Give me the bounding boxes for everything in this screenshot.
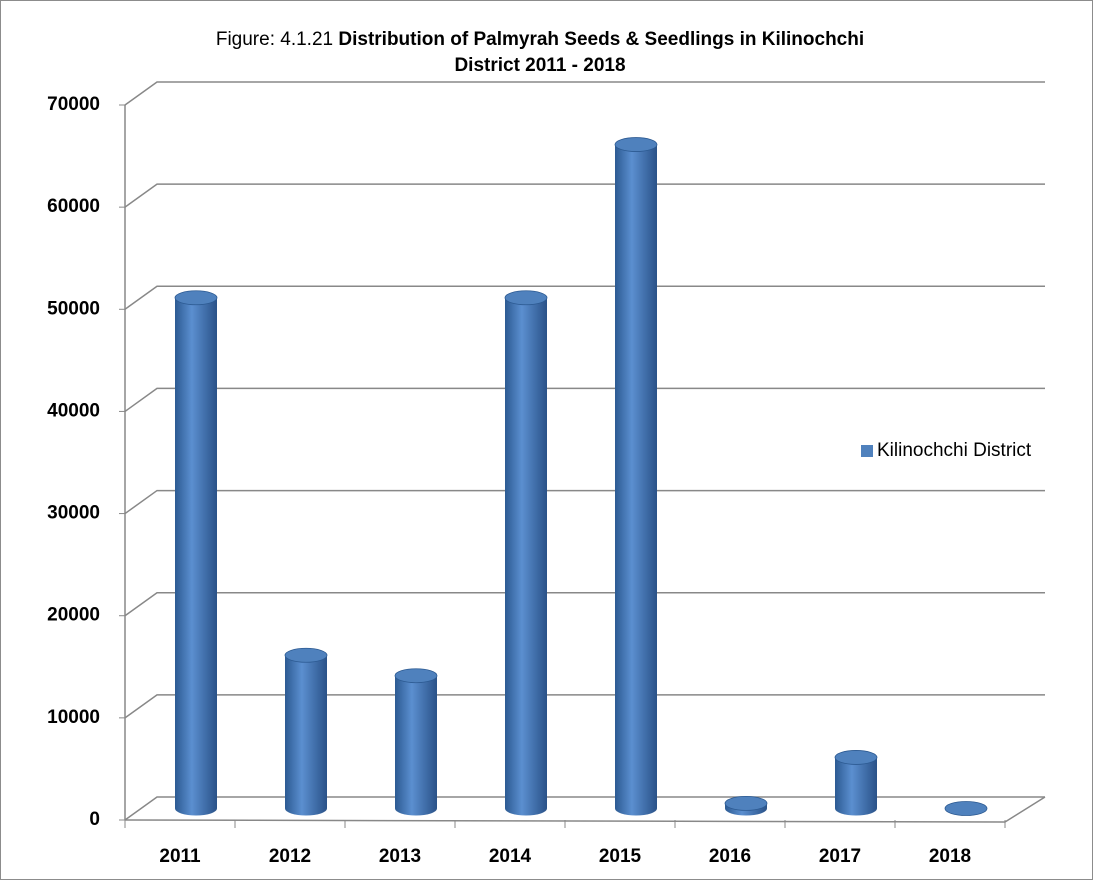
bar	[724, 795, 768, 816]
bar	[944, 801, 988, 816]
bar-top	[394, 668, 438, 684]
grid-line	[124, 694, 1045, 719]
bar-body	[505, 297, 547, 816]
grid-line	[124, 81, 1045, 106]
bar	[614, 137, 658, 816]
bar-top	[504, 290, 548, 306]
grid-line	[124, 489, 1045, 515]
y-tick-label: 40000	[47, 400, 100, 421]
bar	[174, 290, 218, 816]
y-tick-label: 10000	[47, 707, 100, 728]
bar	[394, 668, 438, 816]
legend-label: Kilinochchi District	[877, 440, 1032, 461]
bar	[284, 647, 328, 816]
figure-label: Figure: 4.1.21	[216, 29, 333, 50]
bar-top	[724, 795, 768, 811]
x-tick-label: 2017	[819, 846, 861, 867]
y-tick-label: 60000	[47, 196, 100, 217]
grid-line	[124, 285, 1045, 310]
bar-top	[944, 801, 988, 816]
bar	[834, 750, 878, 816]
legend-swatch	[861, 445, 873, 457]
y-tick-label: 20000	[47, 605, 100, 626]
bar-body	[615, 144, 657, 816]
bar-body	[285, 655, 327, 816]
x-tick-label: 2016	[709, 846, 751, 867]
x-tick-label: 2011	[159, 846, 201, 867]
y-tick-label: 0	[89, 809, 100, 830]
bar-body	[835, 757, 877, 816]
x-tick-label: 2015	[599, 846, 642, 867]
chart-title: Figure: 4.1.21 Distribution of Palmyrah …	[216, 29, 864, 50]
y-tick-label: 50000	[47, 298, 100, 319]
bar-body	[175, 297, 217, 816]
y-tick-label: 30000	[47, 503, 100, 524]
title-line: District 2011 - 2018	[454, 55, 625, 76]
bar-body	[395, 675, 437, 816]
grid-line	[124, 183, 1045, 208]
x-tick-label: 2014	[489, 846, 532, 867]
bar-top	[284, 647, 328, 663]
title-line: Distribution of Palmyrah Seeds & Seedlin…	[338, 29, 864, 50]
grid-line	[124, 387, 1045, 413]
bar	[504, 290, 548, 816]
bar-top	[174, 290, 218, 306]
bar-top	[614, 137, 658, 152]
bar-top	[834, 750, 878, 765]
grid-line	[124, 591, 1045, 617]
x-tick-label: 2012	[269, 846, 311, 867]
x-tick-label: 2018	[929, 846, 971, 867]
x-tick-label: 2013	[379, 846, 421, 867]
y-tick-label: 70000	[47, 94, 100, 115]
